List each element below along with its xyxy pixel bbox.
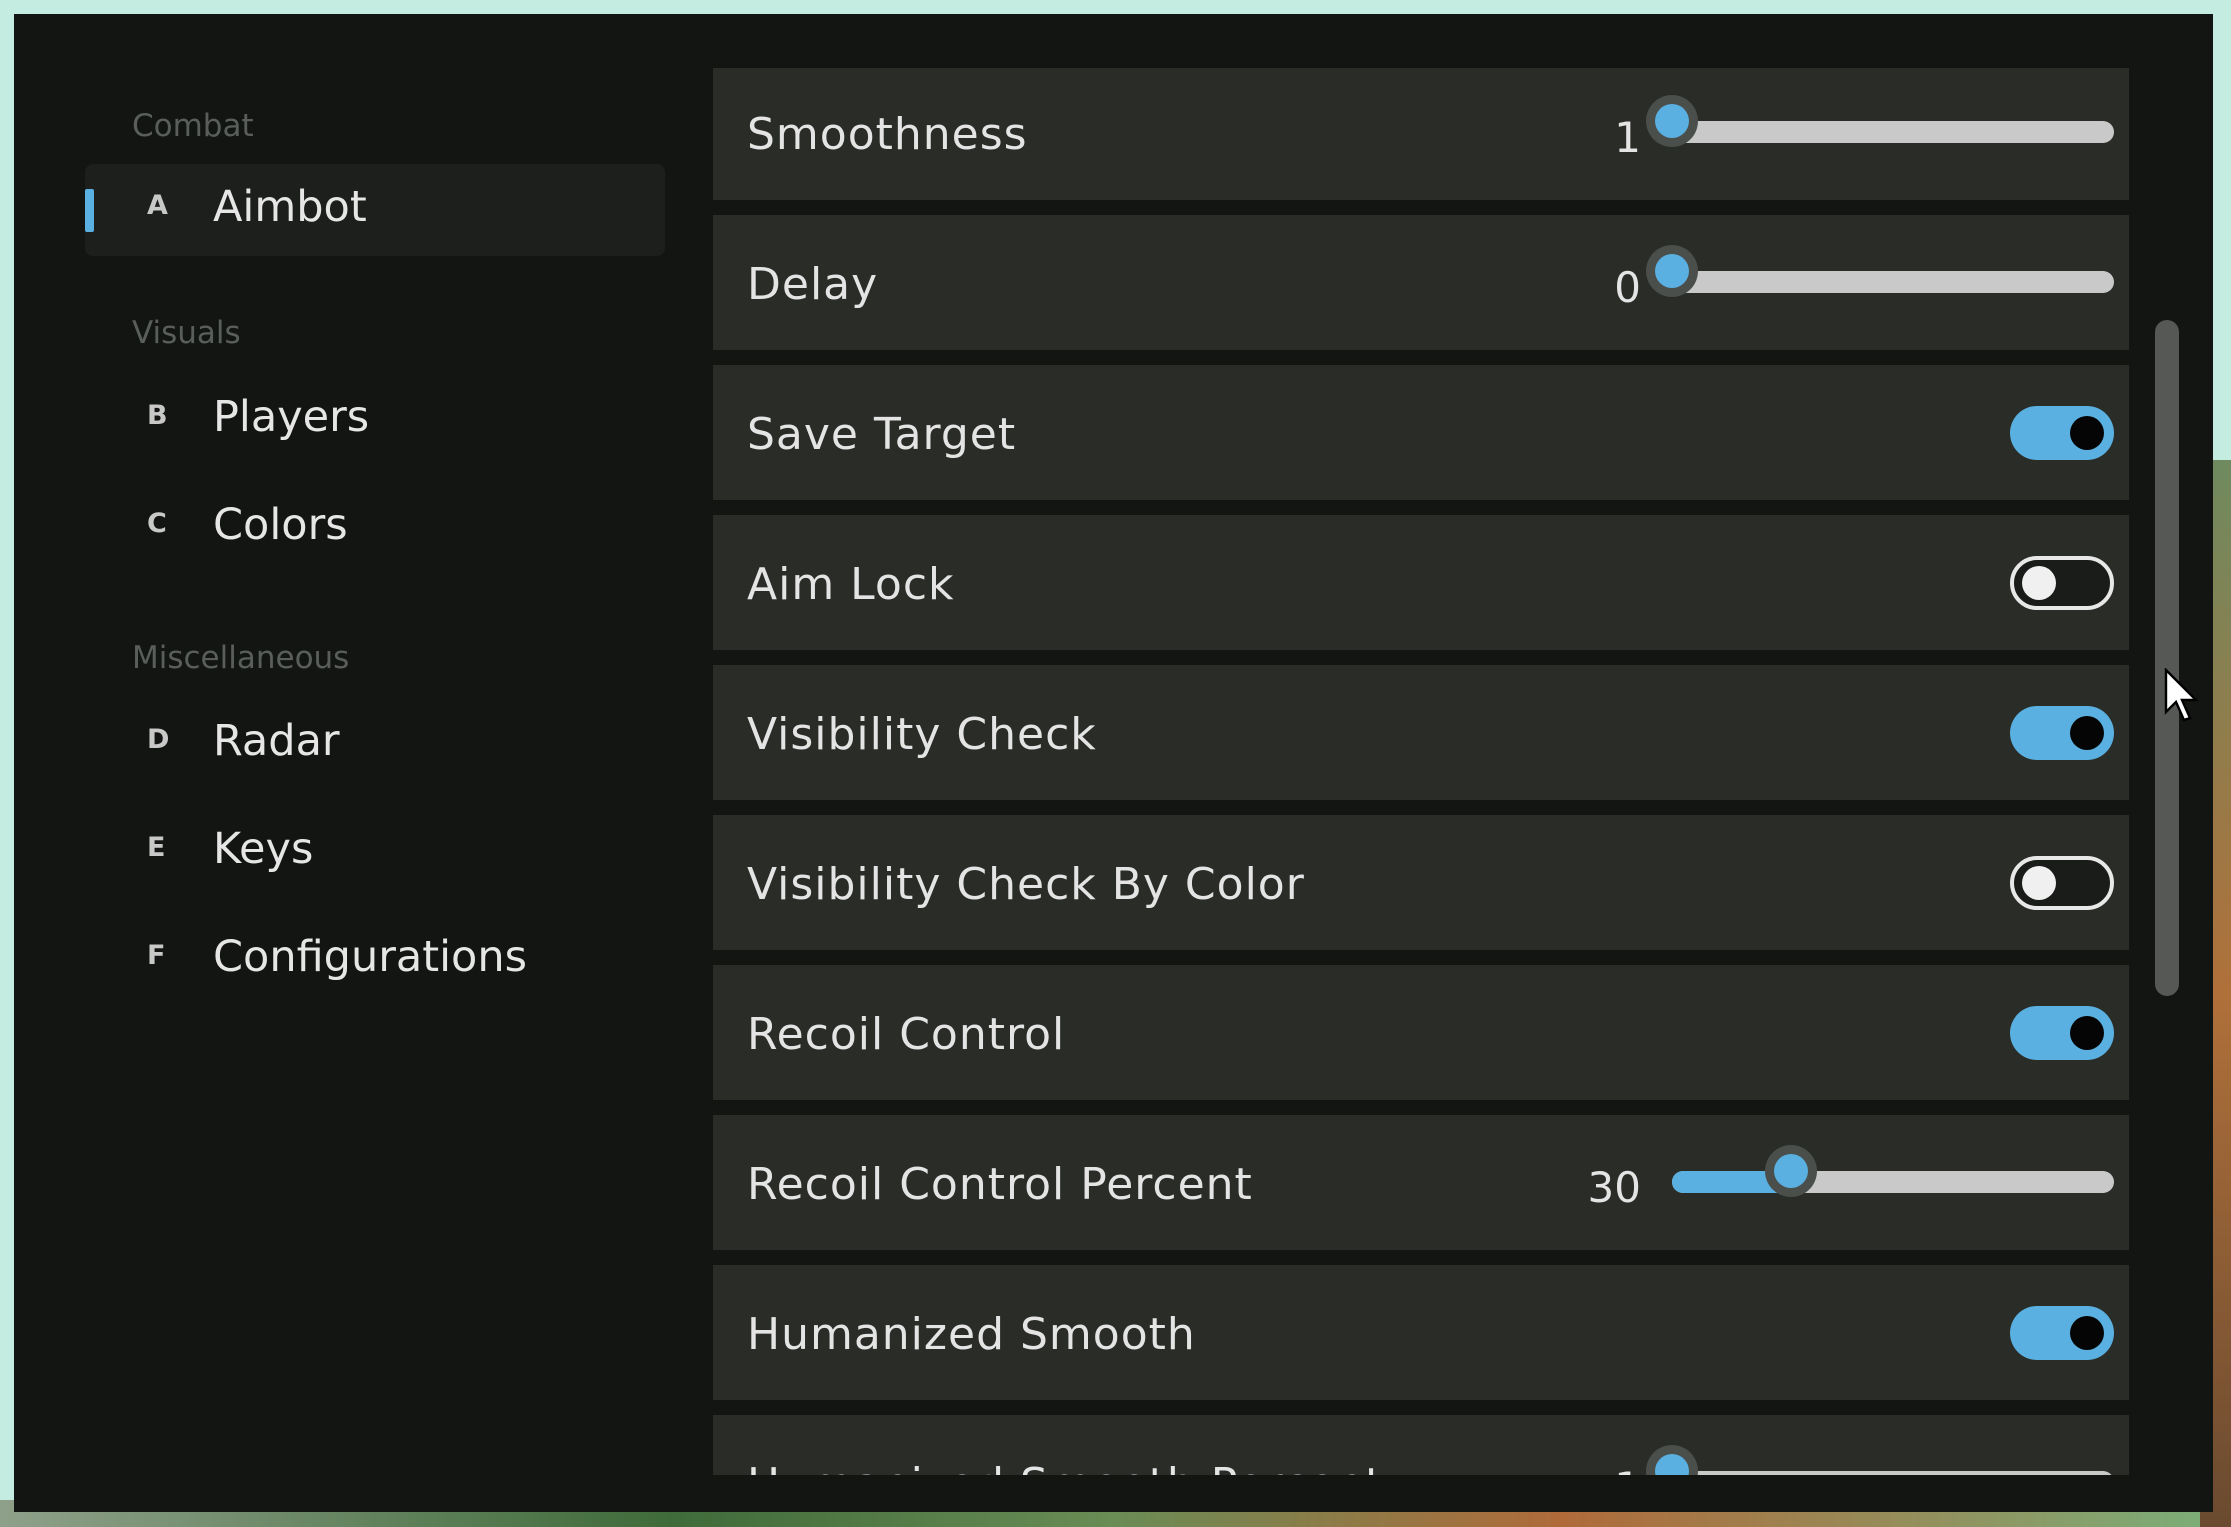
sidebar-item-key: B bbox=[147, 400, 168, 431]
mouse-cursor-icon bbox=[2164, 668, 2199, 722]
setting-row-visibility-check: Visibility Check bbox=[713, 665, 2129, 800]
setting-label: Recoil Control bbox=[747, 1009, 1066, 1060]
sidebar-item-label: Players bbox=[213, 392, 370, 442]
sidebar-item-label: Configurations bbox=[213, 932, 528, 982]
setting-row-smoothness: Smoothness 1 bbox=[713, 68, 2129, 200]
sidebar-item-key: A bbox=[147, 190, 168, 221]
sidebar-item-keys[interactable]: E Keys bbox=[85, 806, 665, 898]
setting-label: Humanized Smooth Percent bbox=[747, 1459, 1383, 1475]
recoil-control-percent-slider[interactable] bbox=[1672, 1154, 2114, 1193]
sidebar-item-label: Radar bbox=[213, 716, 340, 766]
setting-label: Visibility Check By Color bbox=[747, 859, 1305, 910]
setting-label: Aim Lock bbox=[747, 559, 955, 610]
sidebar-section-title: Combat bbox=[132, 108, 254, 144]
toggle-knob bbox=[2070, 1316, 2104, 1350]
sidebar-item-key: C bbox=[147, 508, 167, 539]
smoothness-slider[interactable] bbox=[1655, 104, 2114, 143]
delay-slider[interactable] bbox=[1655, 254, 2114, 293]
slider-value: 1 bbox=[1614, 113, 1641, 162]
setting-row-visibility-check-by-color: Visibility Check By Color bbox=[713, 815, 2129, 950]
setting-label: Smoothness bbox=[747, 109, 1028, 160]
recoil-control-toggle[interactable] bbox=[2010, 1006, 2114, 1060]
humanized-smooth-toggle[interactable] bbox=[2010, 1306, 2114, 1360]
setting-row-delay: Delay 0 bbox=[713, 215, 2129, 350]
setting-row-recoil-control: Recoil Control bbox=[713, 965, 2129, 1100]
setting-label: Visibility Check bbox=[747, 709, 1097, 760]
save-target-toggle[interactable] bbox=[2010, 406, 2114, 460]
slider-thumb[interactable] bbox=[1774, 1154, 1809, 1188]
setting-row-humanized-smooth: Humanized Smooth bbox=[713, 1265, 2129, 1400]
sidebar-item-players[interactable]: B Players bbox=[85, 374, 665, 466]
aim-lock-toggle[interactable] bbox=[2010, 556, 2114, 610]
setting-label: Delay bbox=[747, 259, 879, 310]
toggle-knob bbox=[2070, 416, 2104, 450]
setting-label: Save Target bbox=[747, 409, 1017, 460]
sidebar-item-label: Keys bbox=[213, 824, 314, 874]
sidebar-item-key: F bbox=[147, 940, 166, 971]
visibility-check-toggle[interactable] bbox=[2010, 706, 2114, 760]
slider-value: 30 bbox=[1587, 1163, 1641, 1212]
toggle-knob bbox=[2070, 716, 2104, 750]
settings-list[interactable]: Smoothness 1 Delay 0 Save Target Aim Lock Vi… bbox=[713, 68, 2133, 1475]
slider-thumb[interactable] bbox=[1655, 104, 1689, 138]
sidebar-item-configurations[interactable]: F Configurations bbox=[85, 914, 665, 1006]
sidebar-section-title: Miscellaneous bbox=[132, 640, 350, 676]
setting-row-save-target: Save Target bbox=[713, 365, 2129, 500]
sidebar-item-key: D bbox=[147, 724, 170, 755]
sidebar-item-label: Aimbot bbox=[213, 182, 367, 232]
active-indicator bbox=[85, 189, 94, 232]
setting-row-aim-lock: Aim Lock bbox=[713, 515, 2129, 650]
toggle-knob bbox=[2022, 566, 2056, 600]
setting-label: Recoil Control Percent bbox=[747, 1159, 1253, 1210]
sidebar-item-key: E bbox=[147, 832, 166, 863]
slider-fill bbox=[1672, 1171, 1792, 1193]
sidebar-item-radar[interactable]: D Radar bbox=[85, 698, 665, 790]
toggle-knob bbox=[2022, 866, 2056, 900]
slider-value: 0 bbox=[1614, 263, 1641, 312]
slider-thumb[interactable] bbox=[1655, 254, 1689, 288]
setting-label: Humanized Smooth bbox=[747, 1309, 1196, 1360]
sidebar-item-colors[interactable]: C Colors bbox=[85, 482, 665, 574]
sidebar-section-title: Visuals bbox=[132, 315, 241, 351]
setting-row-recoil-control-percent: Recoil Control Percent 30 bbox=[713, 1115, 2129, 1250]
slider-thumb[interactable] bbox=[1655, 1454, 1689, 1475]
toggle-knob bbox=[2070, 1016, 2104, 1050]
cheat-menu-window: Combat A Aimbot Visuals B Players C Colors Misce… bbox=[14, 14, 2213, 1512]
visibility-check-by-color-toggle[interactable] bbox=[2010, 856, 2114, 910]
humanized-smooth-percent-slider[interactable] bbox=[1655, 1454, 2114, 1475]
sidebar-item-label: Colors bbox=[213, 500, 348, 550]
scrollbar[interactable] bbox=[2155, 320, 2179, 996]
slider-value: 1 bbox=[1614, 1463, 1641, 1475]
sidebar-item-aimbot[interactable]: A Aimbot bbox=[85, 164, 665, 256]
setting-row-humanized-smooth-percent: Humanized Smooth Percent 1 bbox=[713, 1415, 2129, 1475]
